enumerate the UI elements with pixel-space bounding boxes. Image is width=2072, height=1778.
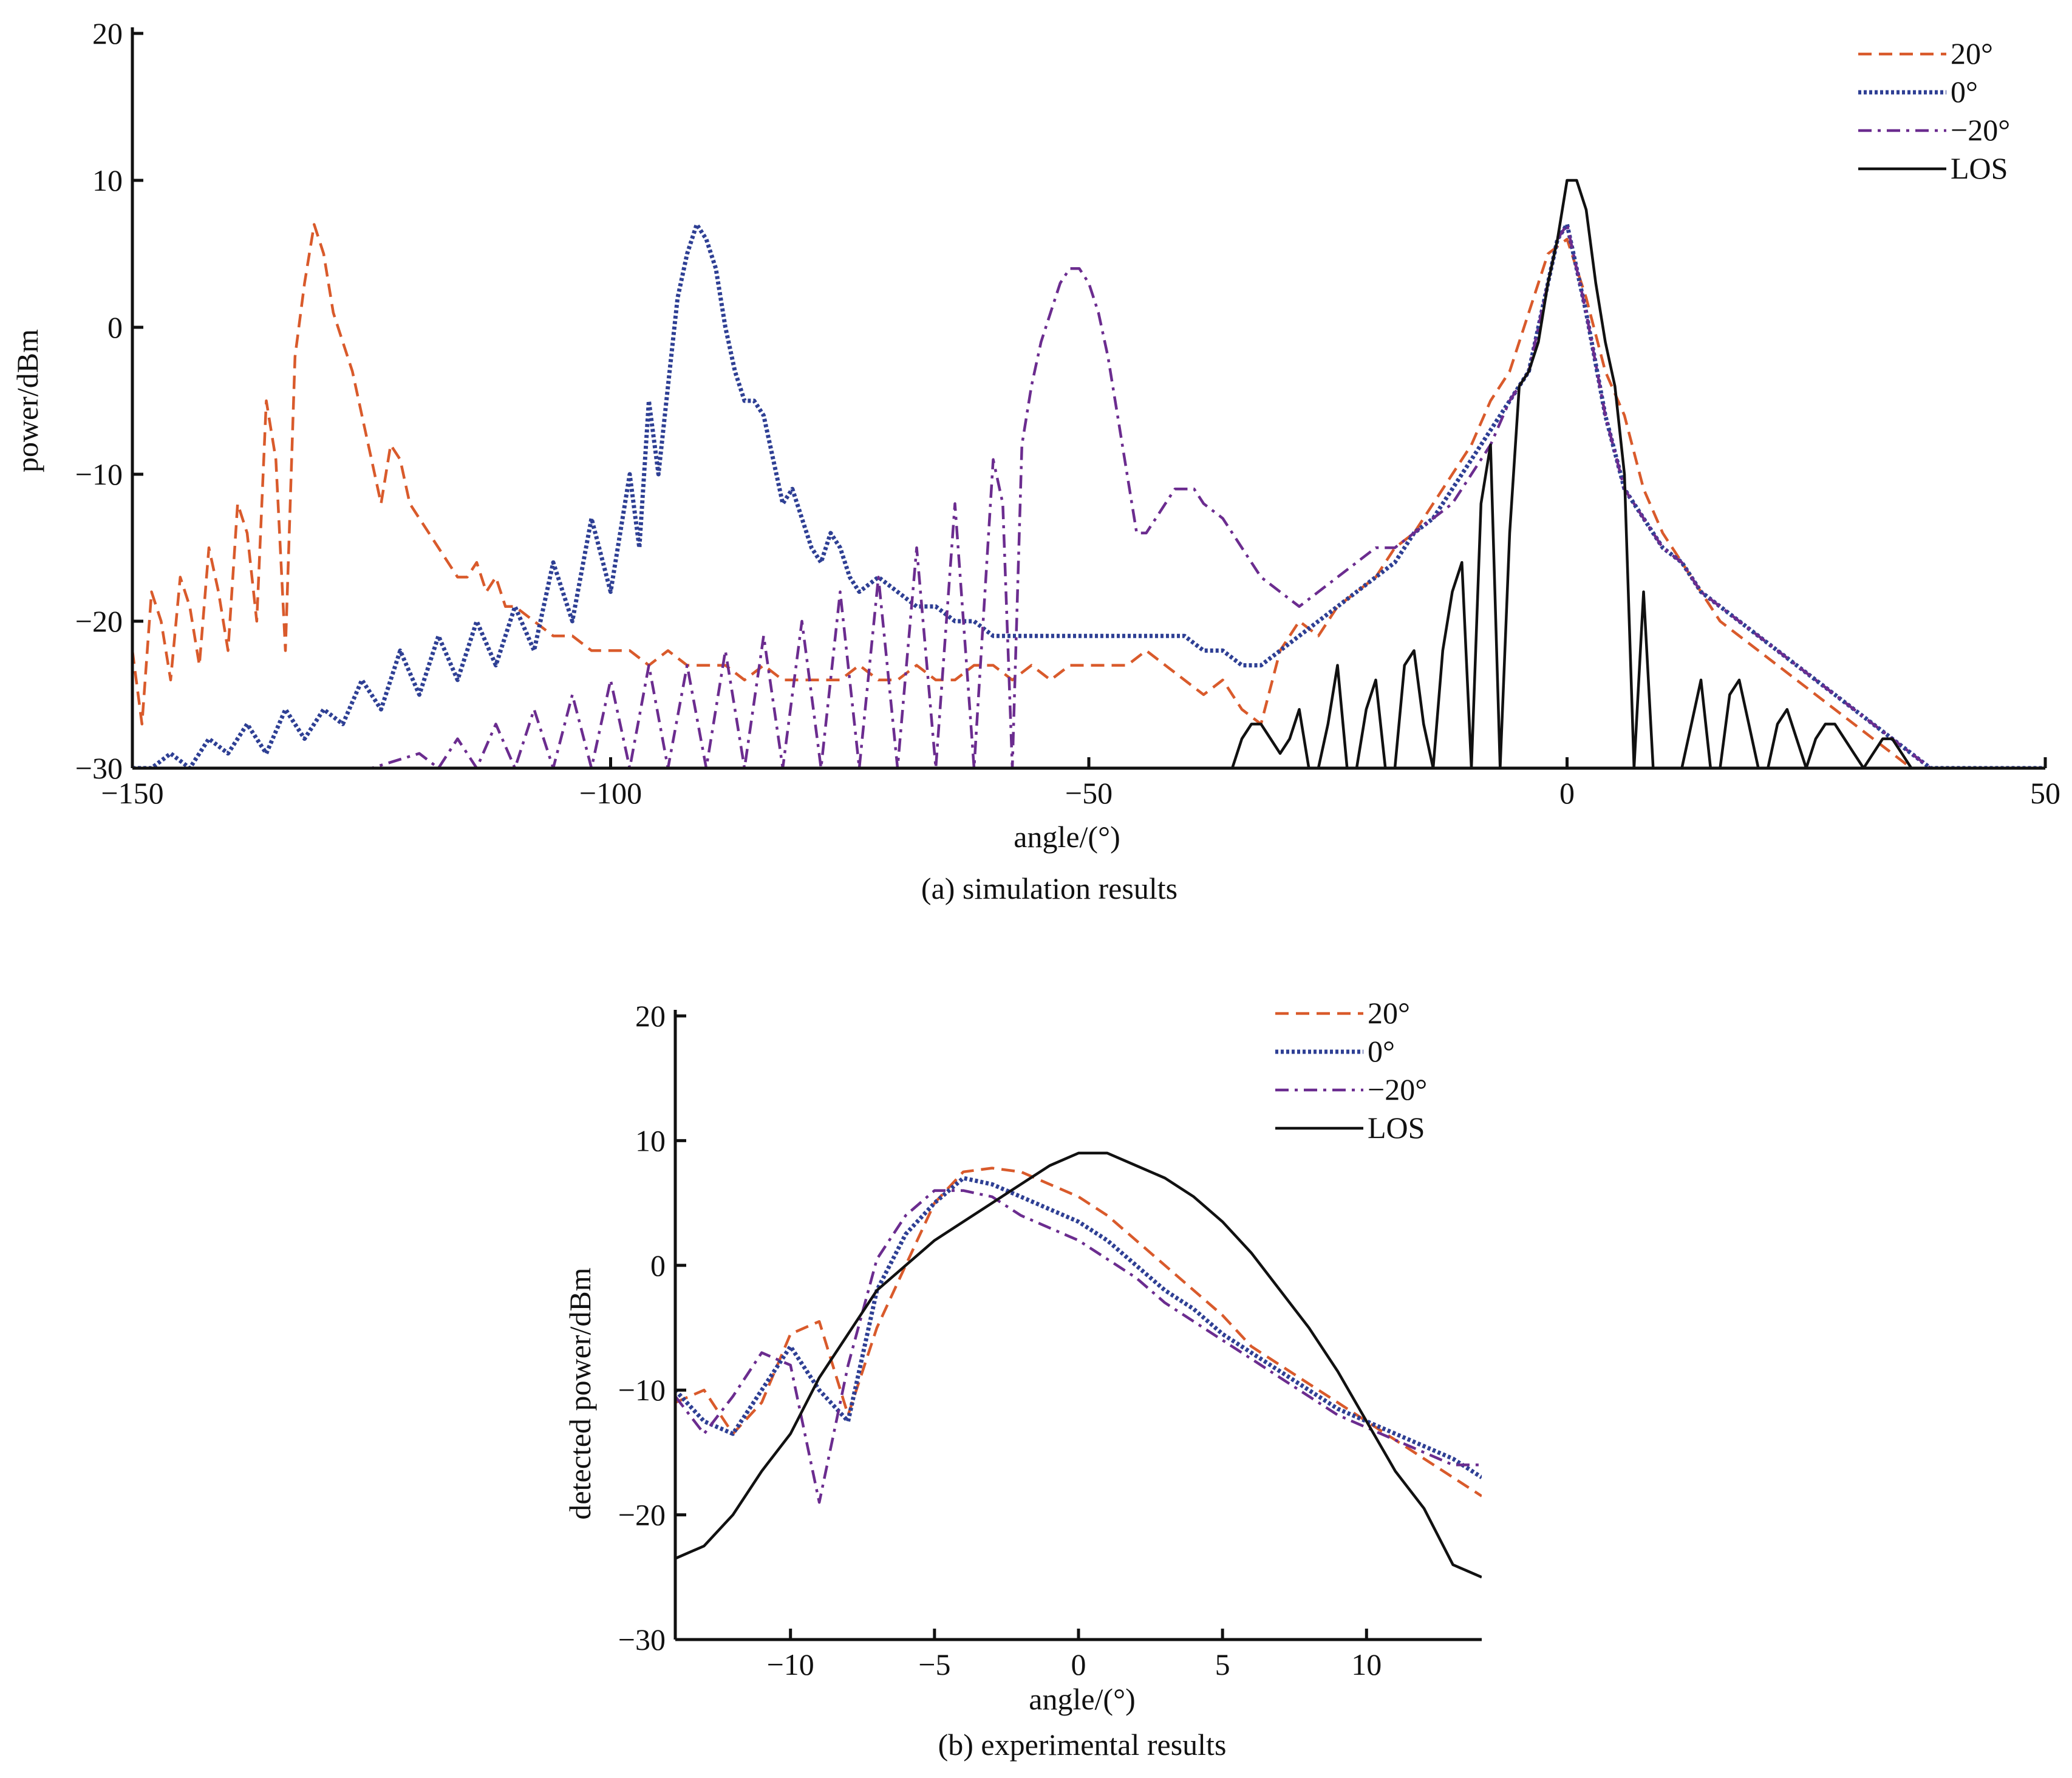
- panel-b-series-line-0: [675, 1167, 1482, 1497]
- panel-a-legend-label-3: LOS: [1951, 151, 2008, 185]
- panel-b-ytick-label: −10: [618, 1373, 666, 1407]
- panel-a-axes: [131, 27, 2045, 770]
- panel-a-ytick-label: −20: [75, 604, 123, 638]
- panel-a-legend-label-2: −20°: [1951, 113, 2010, 147]
- panel-b-experimental-chart: 20 10 0 −10 −20 −30 −10 −5 0 5 10 angle/(°) detect…: [563, 996, 1482, 1762]
- panel-b-xtick-label: 5: [1215, 1647, 1230, 1681]
- panel-a-ylabel: power/dBm: [10, 329, 44, 472]
- panel-a-series-line-0: [132, 223, 1969, 768]
- panel-b-xtick-label: 10: [1351, 1647, 1382, 1681]
- panel-b-series-line-2: [675, 1189, 1482, 1504]
- panel-a-xlabel: angle/(°): [1014, 820, 1120, 854]
- panel-a-ytick-label: 20: [92, 16, 123, 50]
- panel-a-plot-lines: [132, 179, 2045, 768]
- panel-a-xtick-label: −150: [101, 776, 163, 810]
- panel-b-legend-label-2: −20°: [1368, 1072, 1427, 1106]
- panel-a-xtick-label: −50: [1065, 776, 1113, 810]
- panel-b-legend-label-1: 0°: [1368, 1034, 1395, 1068]
- panel-b-xtick-label: 0: [1071, 1647, 1086, 1681]
- panel-a-legend-label-1: 0°: [1951, 75, 1978, 109]
- panel-b-ticks: 20 10 0 −10 −20 −30 −10 −5 0 5 10: [618, 999, 1382, 1681]
- panel-a-legend: 20° 0° −20° LOS: [1858, 36, 2010, 185]
- panel-a-legend-label-0: 20°: [1951, 36, 1993, 70]
- panel-a-xtick-label: −100: [579, 776, 642, 810]
- panel-a-simulation-chart: 20 10 0 −10 −20 −30−150 −100 −50 0 50 angle/(°) p…: [10, 16, 2060, 905]
- panel-a-series-line-3: [1231, 179, 1913, 768]
- panel-b-plot-lines: [675, 1151, 1482, 1579]
- panel-a-ytick-label: −30: [75, 751, 123, 785]
- panel-b-legend: 20° 0° −20° LOS: [1275, 996, 1427, 1145]
- panel-b-xtick-label: −10: [767, 1647, 814, 1681]
- panel-b-ytick-label: 0: [650, 1248, 666, 1282]
- panel-b-ytick-label: −20: [618, 1498, 666, 1532]
- panel-b-ytick-label: 20: [635, 999, 666, 1033]
- panel-b-series-line-3: [675, 1151, 1482, 1579]
- panel-a-ticks: 20 10 0 −10 −20 −30−150 −100 −50 0 50: [75, 16, 2060, 810]
- panel-b-legend-label-3: LOS: [1368, 1111, 1425, 1145]
- panel-a-series-line-1: [132, 222, 2045, 768]
- panel-a-ytick-label: 0: [107, 310, 123, 344]
- panel-b-caption: (b) experimental results: [938, 1728, 1227, 1762]
- panel-a-ytick-label: 10: [92, 163, 123, 197]
- panel-a-xtick-label: 0: [1559, 776, 1575, 810]
- panel-a-series-line-2: [132, 223, 1988, 768]
- panel-b-xtick-label: −5: [918, 1647, 950, 1681]
- panel-a-ytick-label: −10: [75, 457, 123, 491]
- panel-b-ytick-label: 10: [635, 1123, 666, 1157]
- panel-a-caption: (a) simulation results: [921, 871, 1177, 905]
- panel-a-xtick-label: 50: [2030, 776, 2060, 810]
- panel-b-xlabel: angle/(°): [1029, 1682, 1135, 1716]
- panel-b-ylabel: detected power/dBm: [563, 1267, 597, 1519]
- panel-b-axes: [673, 1010, 1482, 1641]
- panel-b-ytick-label: −30: [618, 1623, 666, 1657]
- panel-b-series-line-1: [675, 1176, 1482, 1479]
- panel-b-legend-label-0: 20°: [1368, 996, 1410, 1030]
